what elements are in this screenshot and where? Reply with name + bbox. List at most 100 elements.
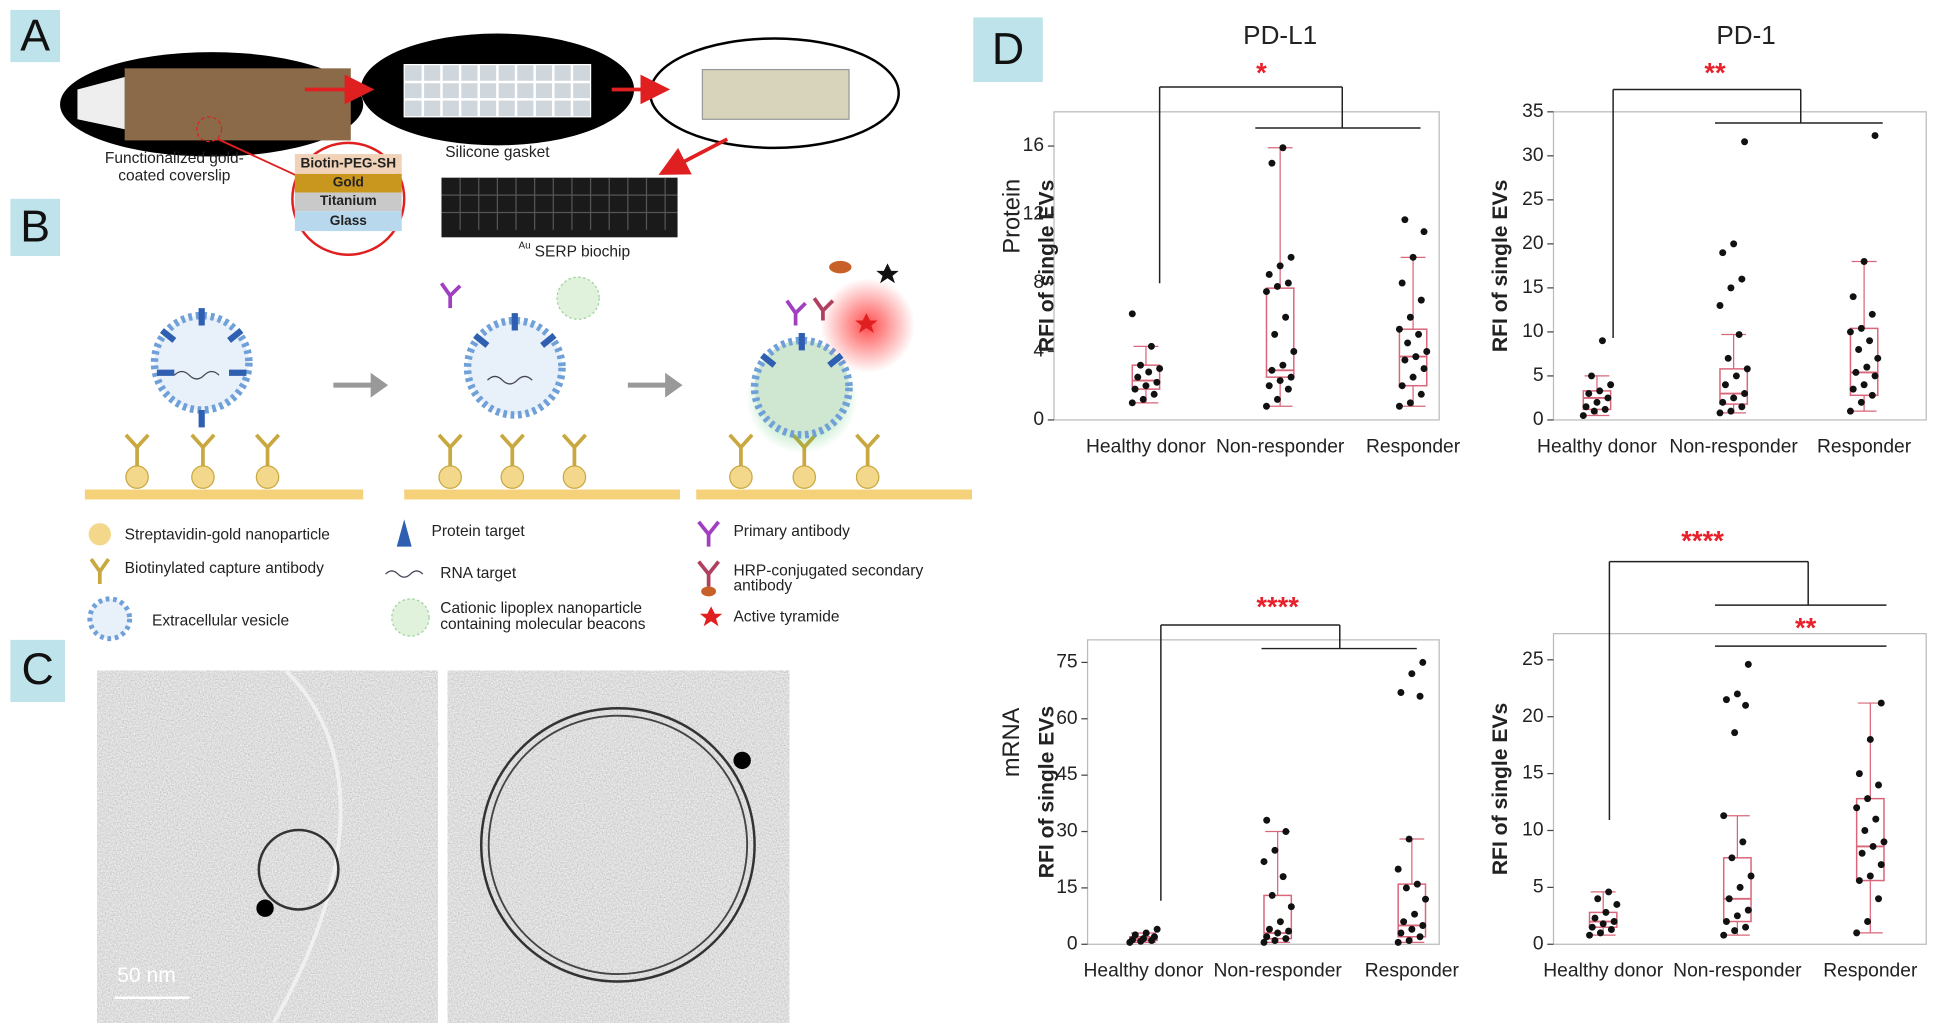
- point: [1725, 895, 1733, 903]
- chart-title: PD-1: [1716, 20, 1775, 50]
- point: [1147, 342, 1155, 350]
- legend-label: Protein target: [432, 523, 526, 540]
- point: [1610, 918, 1618, 925]
- point: [1741, 138, 1749, 146]
- point: [1268, 159, 1276, 167]
- vesicle: [257, 828, 340, 911]
- point: [1150, 933, 1158, 941]
- y-tick-label: 35: [1522, 101, 1543, 122]
- legend-label: Active tyramide: [733, 609, 839, 626]
- point: [1262, 288, 1270, 296]
- point: [1742, 701, 1750, 709]
- panel-label: C: [22, 645, 54, 694]
- point: [1719, 398, 1727, 406]
- point: [1406, 399, 1414, 407]
- y-tick-label: 45: [1056, 764, 1077, 785]
- point: [1738, 403, 1746, 411]
- layer: [294, 173, 402, 193]
- box: [1397, 883, 1427, 938]
- legend-icon: [697, 520, 721, 547]
- y-tick-label: 12: [1023, 204, 1044, 225]
- point: [1142, 929, 1150, 937]
- point: [1282, 828, 1290, 836]
- point: [1268, 891, 1276, 899]
- arrow: [658, 137, 729, 175]
- y-tick-label: 5: [1533, 876, 1544, 897]
- point: [1420, 228, 1428, 236]
- point: [1860, 258, 1868, 265]
- vesicle: [463, 316, 566, 419]
- point: [1271, 937, 1279, 944]
- legend-label: Cationic lipoplex nanoparticle: [440, 600, 642, 617]
- point: [1416, 692, 1424, 700]
- y-tick-label: 30: [1522, 145, 1543, 166]
- panel-label: A: [20, 11, 50, 60]
- panel-b: Streptavidin-gold nanoparticle Biotinyla…: [84, 260, 973, 642]
- point: [1406, 313, 1414, 321]
- label-box: [10, 198, 61, 256]
- x-tick-label: Responder: [1817, 436, 1912, 457]
- coverslip: [124, 68, 351, 141]
- significance-label: **: [1704, 57, 1726, 88]
- panel-labels: A B C D: [10, 9, 1043, 702]
- point: [1590, 407, 1598, 415]
- membrane-edge: [372, 669, 439, 746]
- point: [1855, 770, 1863, 778]
- point: [1408, 670, 1416, 678]
- legend-icon: [87, 596, 133, 642]
- point: [1743, 365, 1751, 373]
- layer-label: Gold: [333, 174, 364, 189]
- point: [1394, 865, 1402, 873]
- significance-label: ****: [1256, 591, 1299, 622]
- point: [1586, 931, 1593, 939]
- point: [1846, 328, 1854, 336]
- x-tick-label: Healthy donor: [1543, 961, 1663, 982]
- point: [1128, 310, 1136, 318]
- significance-label: **: [1795, 612, 1817, 643]
- point: [1279, 361, 1287, 369]
- box: [1722, 857, 1752, 923]
- secondary-antibody: [812, 297, 835, 321]
- point: [1598, 337, 1606, 345]
- point: [1861, 827, 1869, 834]
- point: [1727, 407, 1735, 415]
- panel-a: Functionalized gold- coated coverslip Si…: [60, 33, 900, 260]
- point: [1730, 394, 1738, 402]
- point: [1134, 373, 1142, 381]
- x-tick-label: Healthy donor: [1084, 961, 1204, 982]
- y-tick-label: 25: [1522, 649, 1543, 670]
- y-tick-label: 20: [1522, 706, 1543, 727]
- point: [1720, 812, 1728, 820]
- legend-icon: [697, 560, 721, 587]
- point: [1416, 933, 1424, 941]
- vesicle: [750, 336, 853, 439]
- legend-icon: [385, 570, 424, 578]
- point: [1405, 937, 1413, 944]
- point: [1287, 373, 1295, 381]
- point: [1409, 373, 1417, 381]
- point: [1395, 402, 1403, 410]
- point: [1733, 912, 1741, 920]
- point: [1877, 861, 1885, 869]
- plot-frame: [1552, 111, 1927, 421]
- point: [1741, 390, 1749, 398]
- point: [1273, 282, 1281, 290]
- panel-d: 0 4 8 12 16 Healthy donor Non-responder Respond…: [999, 20, 1927, 982]
- y-tick-label: 4: [1033, 341, 1044, 362]
- point: [1858, 849, 1866, 857]
- point: [1142, 382, 1150, 390]
- point: [1866, 872, 1874, 880]
- point: [1855, 877, 1863, 885]
- point: [1593, 398, 1601, 406]
- legend-label: Streptavidin-gold nanoparticle: [125, 527, 330, 544]
- point: [1846, 407, 1854, 415]
- hrp: [829, 260, 852, 274]
- point: [1736, 883, 1744, 891]
- point: [1607, 926, 1615, 933]
- point: [1607, 381, 1615, 389]
- point: [1863, 363, 1871, 371]
- scale-bar-label: 50 nm: [117, 964, 176, 987]
- point: [1857, 398, 1865, 406]
- point: [1864, 918, 1872, 925]
- y-axis-label: RFI of single EVs: [1489, 180, 1512, 352]
